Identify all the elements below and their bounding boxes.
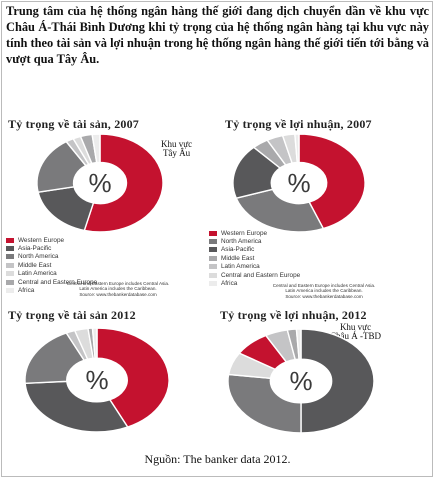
center-percent-label: % xyxy=(289,366,312,396)
pie-chart-assets-2012: % xyxy=(24,327,170,433)
pie-chart-profit-2012: % xyxy=(227,328,375,434)
legend-label: Asia-Pacific xyxy=(221,246,255,254)
pie-slice-north-america xyxy=(227,373,302,434)
legend-swatch xyxy=(209,272,217,278)
chart-title: Tỷ trọng về lợi nhuận, 2007 xyxy=(225,117,372,131)
center-percent-label: % xyxy=(287,168,310,198)
pie-chart-assets-2007: % xyxy=(36,133,164,233)
legend-item-middle-east: Middle East xyxy=(209,254,300,262)
legend-item-central-and-eastern-europe: Central and Eastern Europe xyxy=(6,278,97,286)
chart-title: Tỷ trọng về tài sản 2012 xyxy=(8,308,136,322)
legend-swatch xyxy=(6,271,14,277)
footnote-line: Source: www.thebankerdatabase.com xyxy=(79,291,157,297)
legend-swatch xyxy=(6,279,14,285)
footnote-line: Central and Eastern Europe includes Cent… xyxy=(66,281,170,286)
pie-slice-asia-pacific xyxy=(300,328,375,434)
pie-slice-north-america xyxy=(24,332,86,384)
legend-swatch xyxy=(209,264,217,270)
footnote-line: Latin America includes the Caribbean. xyxy=(285,288,363,294)
annotation-line: Khu vực xyxy=(161,139,193,149)
legend-label: Middle East xyxy=(18,261,52,269)
legend-item-middle-east: Middle East xyxy=(6,261,97,269)
legend-swatch xyxy=(209,230,217,236)
pie-slice-africa xyxy=(294,133,300,164)
legend-swatch xyxy=(209,239,217,245)
legend-label: Western Europe xyxy=(18,236,65,244)
legend-label: North America xyxy=(221,238,262,246)
legend-label: Western Europe xyxy=(221,229,268,237)
legend-label: Latin America xyxy=(221,263,260,271)
legend-swatch xyxy=(209,255,217,261)
legend-swatch xyxy=(6,237,14,243)
pie-slice-africa xyxy=(91,327,98,359)
chart-title: Tỷ trọng về lợi nhuận, 2012 xyxy=(220,308,367,322)
chart-title: Tỷ trọng về tài sản, 2007 xyxy=(8,117,139,131)
legend-label: Latin America xyxy=(18,270,57,278)
legend-label: Middle East xyxy=(221,254,255,262)
legend-item-latin-america: Latin America xyxy=(6,270,97,278)
legend-item-asia-pacific: Asia-Pacific xyxy=(209,246,300,254)
chart-legend: Western Europe Asia-Pacific North America M… xyxy=(6,236,97,295)
legend-item-latin-america: Latin America xyxy=(209,263,300,271)
legend-label: Africa xyxy=(221,280,238,288)
legend-item-central-and-eastern-europe: Central and Eastern Europe xyxy=(209,271,300,279)
annotation-line: Khu vực xyxy=(339,322,372,332)
pie-slice-western-europe xyxy=(83,133,164,233)
footnote-line: Source: www.thebankerdatabase.com xyxy=(285,293,363,299)
legend-item-africa: Africa xyxy=(209,279,300,287)
pie-slice-africa xyxy=(295,328,302,360)
legend-label: Asia-Pacific xyxy=(18,245,52,253)
intro-paragraph: Trung tâm của hệ thống ngân hàng thế giớ… xyxy=(6,4,429,66)
legend-item-western-europe: Western Europe xyxy=(209,229,300,237)
legend-item-africa: Africa xyxy=(6,286,97,294)
legend-item-asia-pacific: Asia-Pacific xyxy=(6,244,97,252)
legend-swatch xyxy=(6,254,14,260)
legend-label: Central and Eastern Europe xyxy=(18,278,98,286)
legend-label: Central and Eastern Europe xyxy=(221,271,301,279)
legend-swatch xyxy=(6,246,14,252)
annotation-asia-pacific: Khu vực Châu Á -TBD xyxy=(330,323,381,341)
legend-item-north-america: North America xyxy=(6,253,97,261)
center-percent-label: % xyxy=(88,168,111,198)
legend-item-north-america: North America xyxy=(209,237,300,245)
pie-slice-north-america xyxy=(235,188,325,233)
legend-item-western-europe: Western Europe xyxy=(6,236,97,244)
legend-swatch xyxy=(6,288,14,294)
pie-slice-asia-pacific xyxy=(37,186,95,232)
chart-legend: Western Europe North America Asia-Pacific M… xyxy=(209,229,300,288)
annotation-line: Châu Á -TBD xyxy=(330,331,381,341)
pie-slice-africa xyxy=(91,133,101,164)
legend-label: North America xyxy=(18,253,59,261)
chart-footnote: Central and Eastern Europe includes Cent… xyxy=(270,283,378,299)
pie-slice-asia-pacific xyxy=(24,380,129,433)
pie-slice-western-europe xyxy=(298,133,366,230)
legend-swatch xyxy=(209,281,217,287)
pie-slice-western-europe xyxy=(96,327,170,428)
annotation-western-europe: Khu vực Tây Âu xyxy=(161,140,192,158)
chart-footnote: Central and Eastern Europe includes Cent… xyxy=(64,281,172,297)
pie-chart-profit-2007: % xyxy=(232,133,366,233)
legend-swatch xyxy=(209,247,217,253)
footnote-line: Central and Eastern Europe includes Cent… xyxy=(272,283,376,288)
footnote-line: Latin America includes the Caribbean. xyxy=(79,286,157,292)
center-percent-label: % xyxy=(85,365,108,395)
legend-swatch xyxy=(6,262,14,268)
annotation-line: Tây Âu xyxy=(162,148,191,158)
legend-label: Africa xyxy=(18,287,35,295)
source-caption: Nguồn: The banker data 2012. xyxy=(144,452,291,466)
